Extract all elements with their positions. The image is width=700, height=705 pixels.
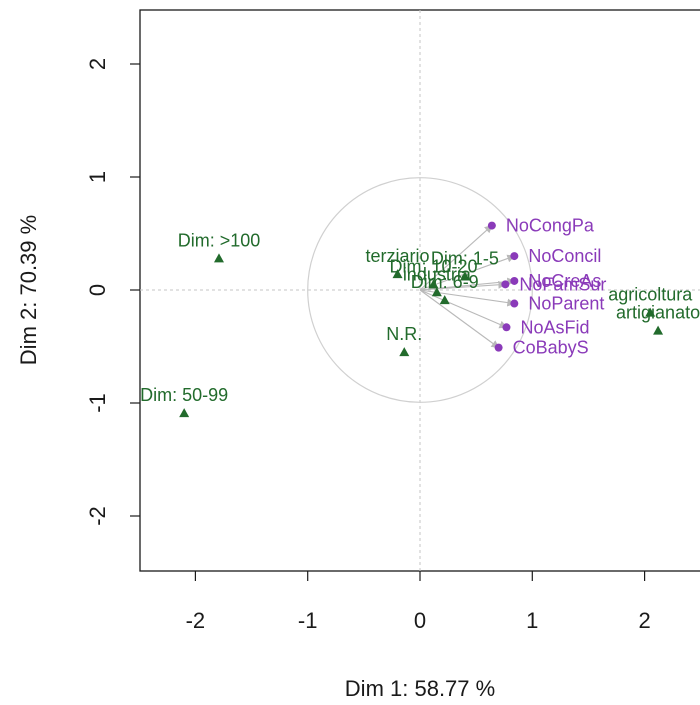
- point-cobabys: [494, 343, 503, 352]
- point-noparent: [510, 299, 519, 308]
- y-tick-label: 1: [85, 171, 110, 183]
- label-dim-50-99: Dim: 50-99: [140, 385, 228, 405]
- label-nocongpa: NoCongPa: [506, 216, 595, 236]
- point-n-r: [399, 347, 410, 357]
- label-terziario: terziario: [366, 246, 430, 266]
- label-dim-100: Dim: >100: [178, 230, 261, 250]
- point-dim-1-5: [459, 271, 470, 281]
- point-dim-50-99: [179, 408, 190, 418]
- x-tick-label: -2: [186, 608, 206, 633]
- point-dim-100: [213, 253, 224, 263]
- x-tick-label: -1: [298, 608, 318, 633]
- arrow-nocongpa: [419, 224, 493, 291]
- point-artigianato: [653, 325, 664, 335]
- label-nofamsur: NoFamSur: [519, 274, 606, 294]
- label-noasfid: NoAsFid: [520, 317, 589, 337]
- label-dim-1-5: Dim: 1-5: [431, 248, 499, 268]
- x-tick-label: 2: [638, 608, 650, 633]
- y-tick-label: -1: [85, 393, 110, 413]
- y-tick-label: 2: [85, 58, 110, 70]
- arrow-nofamsur: [419, 280, 507, 291]
- point-dim-6-9: [439, 295, 450, 305]
- point-noasfid: [502, 323, 511, 332]
- point-industria: [431, 287, 442, 297]
- label-noconcil: NoConcil: [528, 246, 601, 266]
- label-noparent: NoParent: [528, 294, 604, 314]
- x-axis-title: Dim 1: 58.77 %: [345, 676, 495, 701]
- label-cobabys: CoBabyS: [513, 338, 589, 358]
- label-dim-10-20: Dim: 10-20: [389, 256, 477, 276]
- x-tick-label: 0: [414, 608, 426, 633]
- arrow-cobabys: [419, 289, 500, 349]
- point-terziario: [392, 269, 403, 279]
- label-nocreas: NoCreAs: [528, 271, 601, 291]
- y-axis-title: Dim 2: 70.39 %: [16, 215, 41, 365]
- label-industria: industria: [403, 264, 472, 284]
- point-dim-10-20: [428, 279, 439, 289]
- point-nocreas: [510, 276, 519, 285]
- y-tick-label: -2: [85, 506, 110, 526]
- unit-circle: [307, 177, 533, 403]
- label-n-r: N.R.: [386, 324, 422, 344]
- y-axis: -2 -1 0 1 2: [85, 58, 140, 526]
- point-nofamsur: [501, 280, 510, 289]
- markers-layer: [179, 221, 664, 418]
- label-artigianato: artigianato: [616, 303, 700, 323]
- x-axis: -2 -1 0 1 2: [186, 571, 651, 633]
- y-tick-label: 0: [85, 284, 110, 296]
- label-agricoltura: agricoltura: [608, 285, 693, 305]
- point-nocongpa: [487, 221, 496, 230]
- point-agricoltura: [645, 307, 656, 317]
- point-noconcil: [510, 252, 519, 261]
- label-dim-6-9: Dim: 6-9: [411, 272, 479, 292]
- x-tick-label: 1: [526, 608, 538, 633]
